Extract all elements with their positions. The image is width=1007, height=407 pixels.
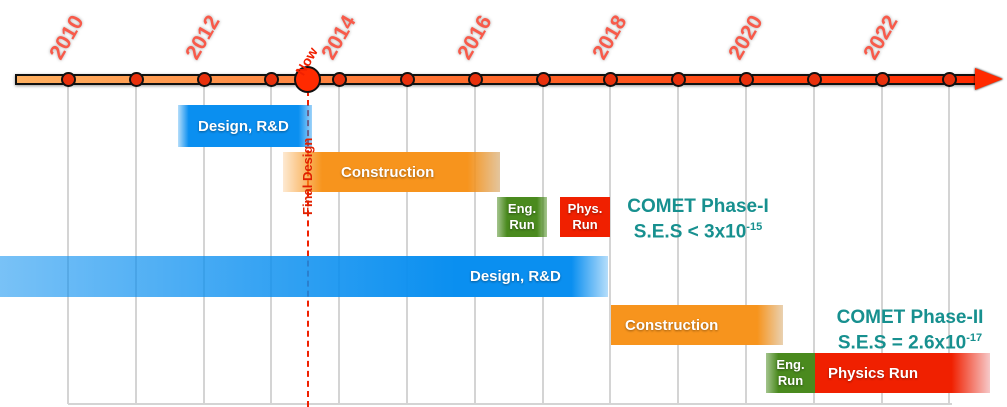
year-label: 2020 (724, 11, 768, 64)
year-label: 2014 (317, 11, 361, 64)
now-marker (294, 66, 321, 93)
gridline (880, 84, 883, 404)
gridline (338, 84, 341, 404)
gridline (948, 84, 951, 404)
phase1-design-bar: Design, R&D (178, 105, 312, 147)
tick-marker (400, 72, 415, 87)
tick-marker (739, 72, 754, 87)
time-axis (15, 74, 977, 85)
phase1-title: COMET Phase-I S.E.S < 3x10-15 (612, 196, 784, 242)
phase2-ses: S.E.S = 2.6x10-17 (815, 328, 1005, 353)
gridline (473, 84, 476, 404)
phys-run-line: Run (572, 217, 598, 232)
tick-marker (332, 72, 348, 87)
tick-marker (128, 72, 144, 87)
phase1-construction-bar: Construction (283, 152, 500, 192)
tick-marker (603, 72, 619, 87)
gridline (745, 84, 747, 404)
phase2-eng-run-bar: Eng. Run (766, 353, 815, 393)
phase2-title: COMET Phase-II S.E.S = 2.6x10-17 (815, 307, 1005, 353)
gridline (609, 84, 612, 404)
tick-marker (61, 72, 76, 87)
gridline (134, 84, 137, 404)
phase2-name: COMET Phase-II (836, 307, 984, 328)
phys-run-line: Phys. (567, 201, 603, 216)
phase1-eng-run-bar: Eng. Run (497, 197, 547, 237)
ses-exponent: -17 (966, 332, 983, 344)
gridline (812, 84, 815, 404)
phase1-ses: S.E.S < 3x10-15 (612, 217, 784, 242)
now-line (307, 90, 309, 407)
eng-run-line: Eng. (776, 357, 805, 372)
tick-marker (467, 72, 483, 87)
year-label: 2012 (181, 11, 225, 64)
final-design-label: Final Design (300, 137, 315, 215)
gridline (202, 84, 205, 404)
phase1-name: COMET Phase-I (627, 196, 769, 217)
gridline (270, 84, 273, 404)
tick-marker (806, 72, 822, 87)
tick-marker (671, 72, 687, 87)
tick-marker (535, 72, 551, 87)
phase1-phys-run-bar: Phys. Run (560, 197, 610, 237)
baseline (68, 403, 952, 405)
eng-run-line: Run (777, 373, 804, 388)
gridline (541, 84, 544, 404)
tick-marker (942, 72, 958, 87)
phase2-design-bar: Design, R&D (0, 256, 608, 297)
gridline (67, 84, 69, 404)
year-label: 2010 (45, 11, 89, 64)
eng-run-line: Eng. (507, 201, 537, 216)
phase2-physics-run-bar: Physics Run (815, 353, 990, 393)
ses-value: S.E.S = 2.6x10 (837, 332, 967, 354)
eng-run-line: Run (509, 217, 535, 232)
gridline (677, 84, 680, 404)
year-label: 2016 (453, 11, 497, 64)
tick-marker (874, 72, 890, 87)
gridline (406, 84, 408, 404)
year-label: 2022 (859, 11, 903, 64)
year-label: 2018 (588, 11, 632, 64)
ses-value: S.E.S < 3x10 (633, 221, 747, 243)
tick-marker (196, 72, 212, 87)
tick-marker (264, 72, 280, 87)
phase2-construction-bar: Construction (611, 305, 783, 345)
axis-arrow-icon (975, 68, 1003, 90)
ses-exponent: -15 (746, 221, 763, 233)
